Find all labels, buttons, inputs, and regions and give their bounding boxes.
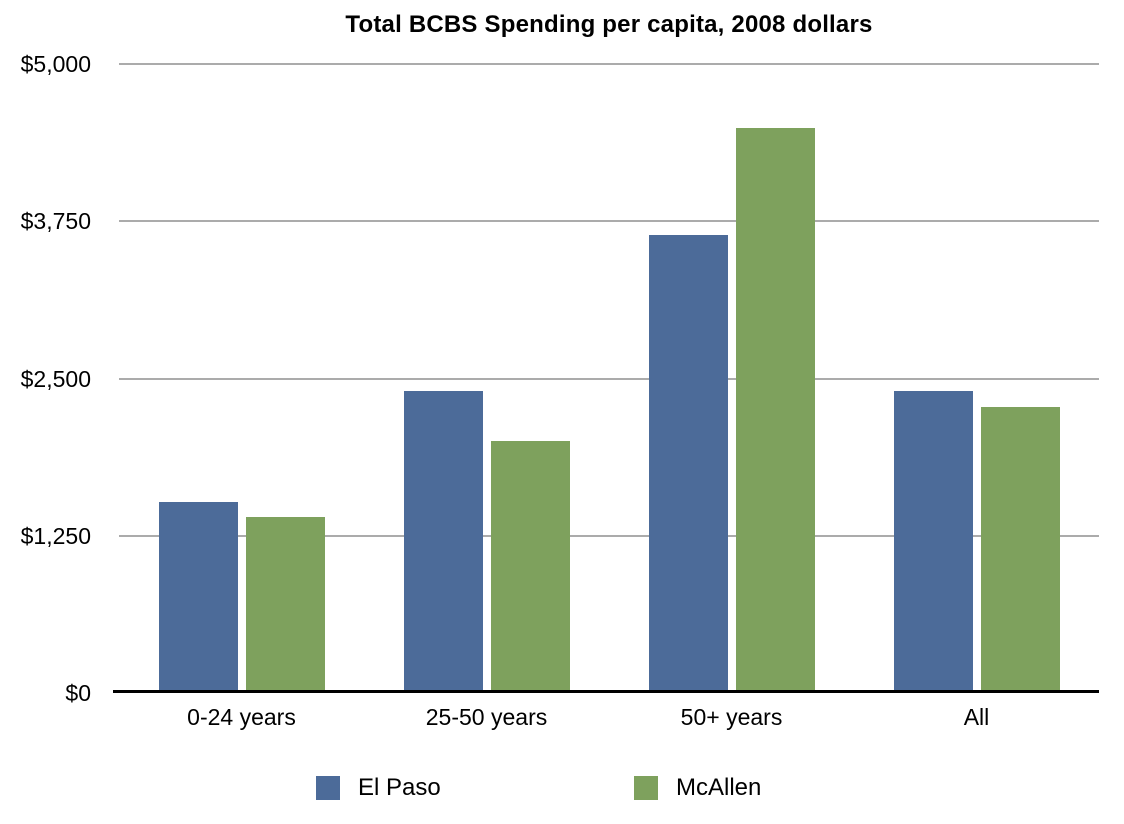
chart-title: Total BCBS Spending per capita, 2008 dol… — [345, 11, 873, 38]
y-axis-labels: $0 $1,250 $2,500 $3,750 $5,000 — [0, 52, 91, 705]
y-tick-label-3750: $3,750 — [20, 208, 91, 235]
legend-label-mcallen: McAllen — [676, 774, 762, 801]
bar-el-paso-all — [893, 391, 973, 693]
plot-area — [119, 63, 1099, 693]
y-tick-label-5000: $5,000 — [20, 51, 91, 77]
gridline-1250 — [119, 534, 1099, 537]
gridline-3750 — [119, 220, 1099, 223]
bar-el-paso-50-years — [648, 235, 728, 693]
bar-mcallen-25-50-years — [490, 441, 570, 693]
x-axis-line — [113, 690, 1099, 693]
x-label-50-years: 50+ years — [680, 704, 783, 730]
bar-el-paso-25-50-years — [403, 391, 483, 693]
bar-el-paso-0-24-years — [158, 501, 238, 693]
y-tick-label-2500: $2,500 — [20, 365, 91, 392]
gridline-5000 — [119, 63, 1099, 65]
bar-mcallen-0-24-years — [245, 516, 325, 693]
x-label-all: All — [963, 704, 990, 730]
y-tick-label-1250: $1,250 — [20, 522, 91, 549]
legend-swatch-el-paso — [316, 776, 340, 800]
legend: El Paso McAllen — [0, 774, 1124, 804]
x-label-0-24-years: 0-24 years — [187, 704, 296, 730]
gridline-2500 — [119, 377, 1099, 380]
bar-mcallen-all — [980, 407, 1060, 693]
x-label-25-50-years: 25-50 years — [425, 704, 548, 730]
legend-swatch-mcallen — [634, 776, 658, 800]
bar-mcallen-50-years — [735, 128, 815, 693]
y-tick-label-0: $0 — [65, 680, 91, 706]
legend-label-el-paso: El Paso — [358, 774, 441, 801]
legend-item-mcallen: McAllen — [634, 774, 761, 802]
legend-item-el-paso: El Paso — [316, 774, 441, 802]
x-axis-labels: 0-24 years 25-50 years 50+ years All — [119, 704, 1099, 734]
